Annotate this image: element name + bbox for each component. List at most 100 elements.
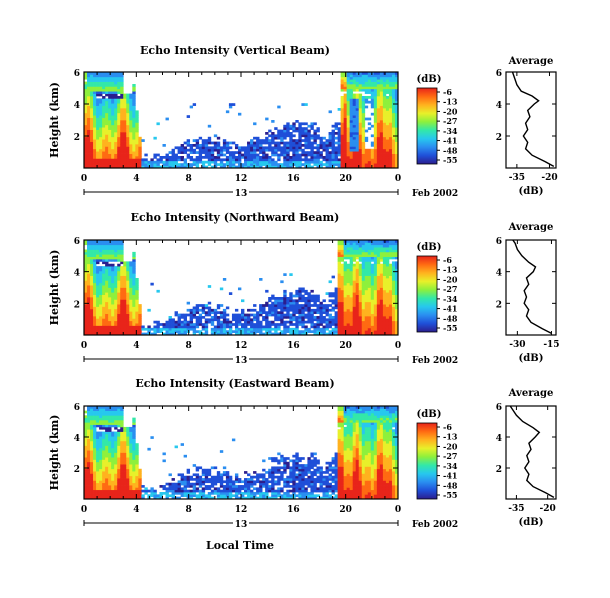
heatmap-cell	[346, 141, 351, 145]
heatmap-cell	[222, 278, 227, 281]
heatmap-cell	[90, 266, 94, 269]
heatmap-cell	[364, 160, 369, 164]
heatmap-cell	[385, 103, 390, 106]
heatmap-cell	[370, 306, 375, 310]
heatmap-cell	[298, 136, 302, 140]
heatmap-cell	[111, 299, 115, 303]
heatmap-cell	[105, 84, 109, 87]
heatmap-cell	[201, 146, 206, 150]
heatmap-cell	[102, 124, 106, 128]
heatmap-cell	[367, 304, 372, 307]
heatmap-cell	[132, 103, 136, 106]
heatmap-cell	[283, 141, 287, 145]
heatmap-cell	[153, 163, 157, 166]
heatmap-cell	[234, 158, 239, 162]
heatmap-cell	[343, 115, 348, 118]
heatmap-cell	[280, 304, 284, 307]
heatmap-cell	[99, 475, 103, 479]
heatmap-cell	[84, 275, 88, 279]
heatmap-cell	[385, 311, 390, 314]
colorbar-tick-label: -48	[443, 145, 458, 155]
heatmap-cell	[331, 158, 335, 162]
heatmap-cell	[129, 151, 133, 154]
heatmap-cell	[373, 263, 378, 267]
heatmap-cell	[280, 136, 284, 140]
heatmap-cell	[186, 144, 191, 147]
heatmap-cell	[84, 327, 88, 331]
heatmap-cell	[120, 471, 124, 474]
heatmap-cell	[385, 256, 390, 260]
heatmap-cell	[316, 165, 320, 169]
heatmap-cell	[367, 268, 372, 272]
heatmap-cell	[346, 289, 351, 293]
heatmap-cell	[87, 96, 91, 99]
heatmap-cell	[370, 148, 375, 152]
heatmap-cell	[313, 301, 317, 305]
heatmap-cell	[376, 120, 381, 123]
heatmap-cell	[337, 254, 341, 257]
heatmap-cell	[250, 330, 254, 333]
heatmap-cell	[298, 134, 302, 138]
heatmap-cell	[349, 86, 354, 90]
heatmap-cell	[316, 153, 320, 157]
heatmap-cell	[102, 153, 106, 157]
heatmap-cell	[84, 268, 88, 272]
heatmap-cell	[340, 144, 344, 147]
heatmap-cell	[274, 304, 278, 307]
heatmap-cell	[102, 316, 106, 319]
heatmap-cell	[310, 153, 314, 157]
heatmap-cell	[102, 464, 106, 467]
heatmap-cell	[349, 256, 354, 260]
heatmap-cell	[373, 86, 378, 90]
heatmap-cell	[87, 327, 91, 331]
heatmap-cell	[183, 330, 187, 333]
heatmap-cell	[105, 110, 109, 114]
heatmap-cell	[111, 410, 115, 414]
heatmap-cell	[180, 163, 184, 166]
heatmap-cell	[201, 311, 206, 314]
heatmap-cell	[283, 124, 287, 128]
heatmap-cell	[93, 270, 97, 274]
heatmap-cell	[241, 311, 245, 314]
heatmap-cell	[394, 285, 399, 288]
heatmap-cell	[349, 261, 354, 265]
heatmap-cell	[388, 320, 393, 324]
heatmap-cell	[244, 313, 248, 317]
heatmap-cell	[394, 98, 399, 102]
heatmap-cell	[376, 146, 381, 150]
heatmap-cell	[334, 325, 338, 329]
heatmap-cell	[186, 141, 191, 145]
heatmap-cell	[105, 240, 109, 243]
heatmap-cell	[102, 136, 106, 140]
heatmap-cell	[304, 313, 308, 317]
heatmap-cell	[352, 124, 357, 128]
heatmap-cell	[301, 127, 305, 130]
heatmap-cell	[376, 266, 381, 269]
heatmap-cell	[394, 110, 399, 114]
heatmap-cell	[268, 134, 272, 138]
heatmap-cell	[367, 320, 372, 324]
heatmap-cell	[84, 289, 88, 293]
heatmap-cell	[298, 287, 302, 291]
heatmap-cell	[289, 316, 293, 319]
heatmap-cell	[334, 313, 338, 317]
heatmap-cell	[352, 259, 357, 262]
heatmap-cell	[123, 136, 127, 140]
heatmap-cell	[117, 256, 121, 260]
heatmap-cell	[352, 74, 357, 78]
heatmap-cell	[192, 158, 197, 162]
heatmap-cell	[376, 275, 381, 279]
heatmap-cell	[189, 311, 194, 314]
heatmap-cell	[168, 320, 172, 324]
heatmap-cell	[265, 156, 269, 159]
heatmap-cell	[141, 163, 145, 166]
heatmap-cell	[207, 318, 212, 322]
heatmap-cell	[310, 304, 314, 307]
heatmap-cell	[391, 263, 396, 267]
heatmap-cell	[123, 266, 127, 269]
heatmap-cell	[349, 244, 354, 248]
heatmap-cell	[391, 86, 396, 90]
heatmap-cell	[352, 127, 357, 130]
heatmap-cell	[93, 124, 97, 128]
heatmap-cell	[126, 146, 130, 150]
